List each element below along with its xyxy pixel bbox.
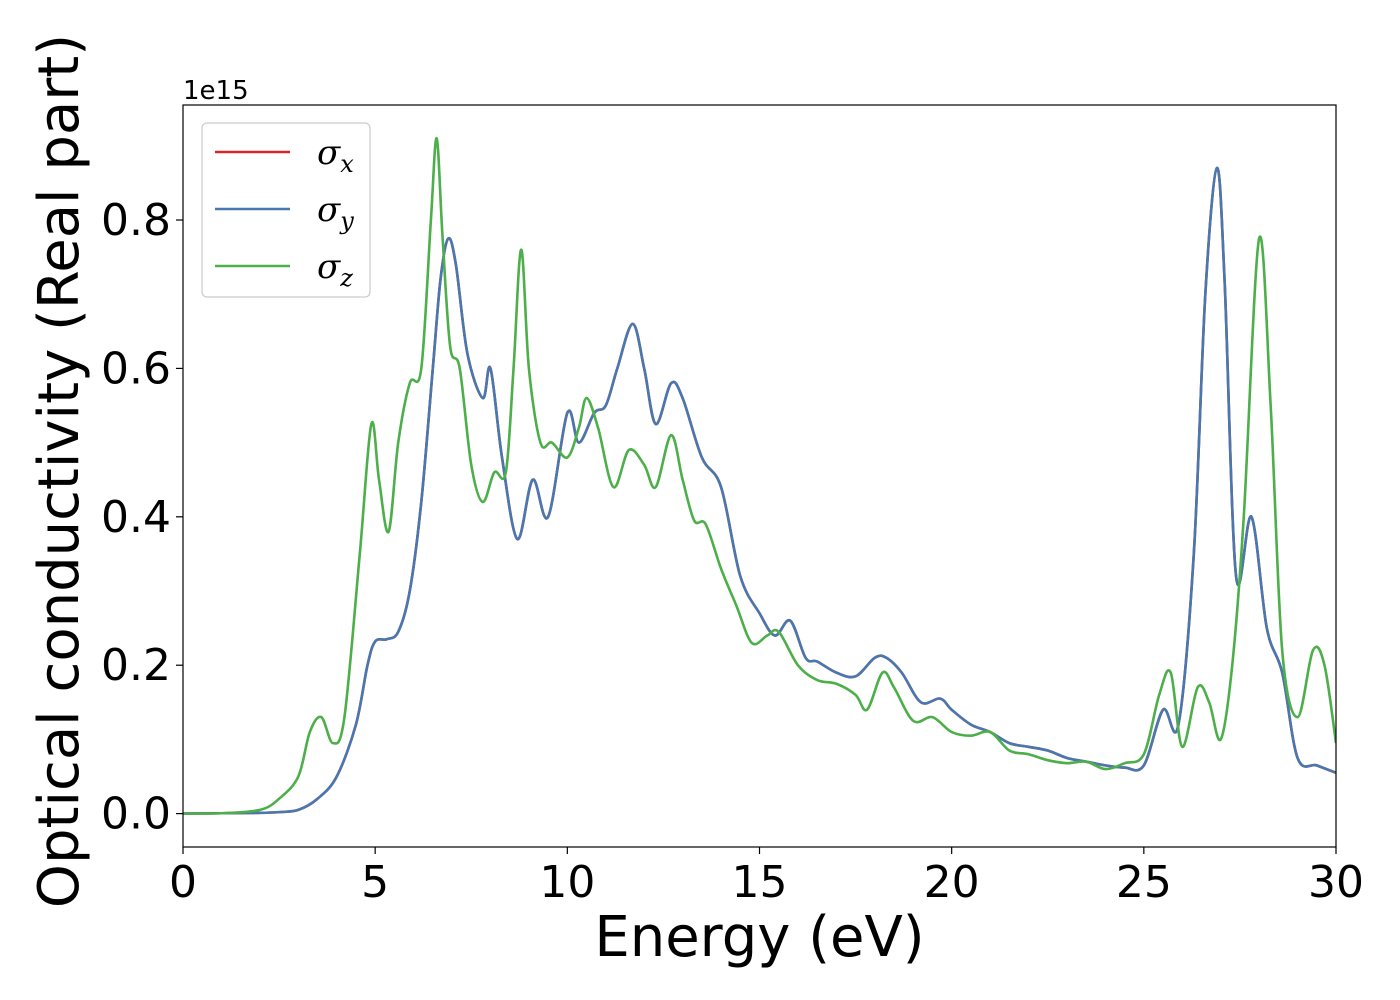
- legend: σx σy σz: [201, 122, 371, 298]
- y-tick-label: 0.2: [101, 640, 171, 691]
- x-tick-label: 20: [924, 857, 980, 908]
- y-tick-label: 0.6: [101, 343, 171, 394]
- x-tick-label: 5: [361, 857, 389, 908]
- legend-label-z: σz: [317, 247, 353, 292]
- legend-label-x: σx: [317, 133, 354, 178]
- x-axis: 0 5 10 15 20 25 30: [169, 847, 1364, 908]
- x-tick-label: 0: [169, 857, 197, 908]
- x-tick-label: 15: [732, 857, 788, 908]
- x-tick-label: 25: [1116, 857, 1172, 908]
- x-axis-label: Energy (eV): [594, 905, 924, 970]
- legend-label-y: σy: [317, 190, 354, 235]
- x-tick-label: 30: [1308, 857, 1364, 908]
- x-tick-label: 10: [539, 857, 595, 908]
- series-layer: [183, 137, 1336, 815]
- y-offset-text: 1e15: [183, 76, 249, 106]
- y-tick-label: 0.0: [101, 789, 171, 840]
- y-axis: 0.0 0.2 0.4 0.6 0.8: [101, 195, 183, 840]
- series-line-y: [183, 166, 1336, 815]
- y-tick-label: 0.8: [101, 195, 171, 246]
- series-line-z: [183, 137, 1336, 815]
- y-axis-label: Optical conductivity (Real part): [27, 34, 92, 908]
- y-tick-label: 0.4: [101, 492, 171, 543]
